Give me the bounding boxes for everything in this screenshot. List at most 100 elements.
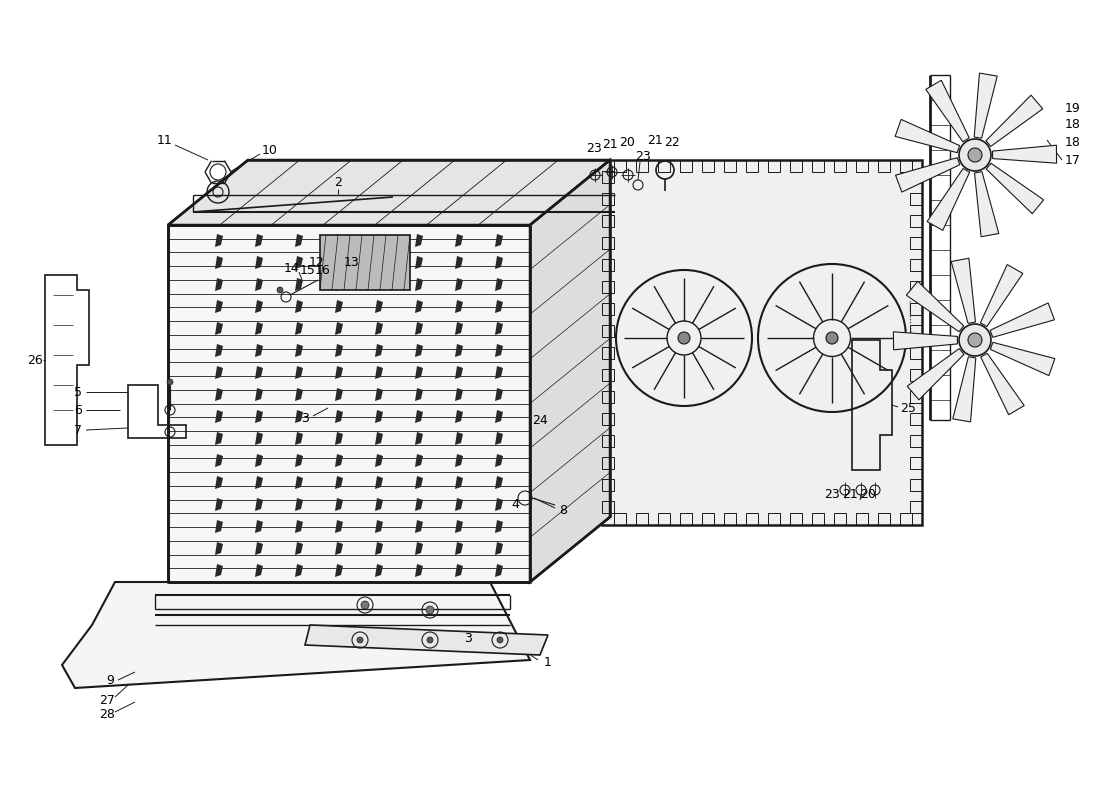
Text: 27: 27	[99, 694, 114, 706]
Polygon shape	[986, 95, 1043, 146]
Circle shape	[497, 637, 503, 643]
Polygon shape	[455, 278, 463, 291]
Polygon shape	[375, 344, 383, 357]
Bar	[602, 479, 614, 491]
Text: 6: 6	[74, 403, 81, 417]
Polygon shape	[214, 300, 223, 313]
Polygon shape	[415, 476, 424, 489]
Polygon shape	[375, 498, 383, 511]
Polygon shape	[415, 520, 424, 533]
Polygon shape	[214, 366, 223, 379]
Polygon shape	[455, 542, 463, 555]
Polygon shape	[415, 344, 424, 357]
Polygon shape	[981, 354, 1024, 414]
Bar	[910, 369, 922, 381]
Polygon shape	[495, 476, 503, 489]
Bar	[910, 215, 922, 227]
Polygon shape	[255, 542, 263, 555]
Polygon shape	[255, 520, 263, 533]
Polygon shape	[255, 300, 263, 313]
Polygon shape	[495, 454, 503, 467]
Text: 4: 4	[512, 498, 519, 511]
Polygon shape	[908, 349, 964, 400]
Polygon shape	[530, 160, 610, 582]
Bar	[658, 513, 670, 525]
Bar	[768, 513, 780, 525]
Bar	[910, 501, 922, 513]
Polygon shape	[295, 344, 302, 357]
Bar	[636, 513, 648, 525]
Polygon shape	[455, 498, 463, 511]
Bar	[702, 513, 714, 525]
Polygon shape	[375, 300, 383, 313]
Bar	[602, 171, 614, 183]
Polygon shape	[415, 388, 424, 401]
Bar	[878, 513, 890, 525]
Polygon shape	[375, 520, 383, 533]
Polygon shape	[415, 454, 424, 467]
Polygon shape	[255, 454, 263, 467]
Polygon shape	[375, 278, 383, 291]
Circle shape	[277, 287, 283, 293]
Polygon shape	[990, 303, 1055, 338]
Text: 13: 13	[344, 257, 360, 270]
Polygon shape	[214, 476, 223, 489]
Polygon shape	[495, 322, 503, 335]
Circle shape	[678, 332, 690, 344]
Bar	[602, 193, 614, 205]
Text: 20: 20	[860, 489, 876, 502]
Bar	[602, 215, 614, 227]
Polygon shape	[62, 582, 530, 688]
Polygon shape	[295, 432, 302, 445]
Polygon shape	[336, 454, 343, 467]
Bar	[724, 513, 736, 525]
Circle shape	[959, 324, 991, 356]
Polygon shape	[336, 344, 343, 357]
Polygon shape	[214, 542, 223, 555]
Polygon shape	[295, 498, 302, 511]
Bar	[746, 513, 758, 525]
Bar	[910, 325, 922, 337]
Polygon shape	[415, 322, 424, 335]
Polygon shape	[495, 520, 503, 533]
Polygon shape	[990, 342, 1055, 375]
Polygon shape	[495, 300, 503, 313]
Bar	[910, 303, 922, 315]
Bar	[602, 413, 614, 425]
Polygon shape	[336, 388, 343, 401]
Bar	[602, 347, 614, 359]
Polygon shape	[295, 476, 302, 489]
Text: 19: 19	[1065, 102, 1080, 114]
Text: 3: 3	[301, 411, 309, 425]
Polygon shape	[455, 322, 463, 335]
Polygon shape	[336, 322, 343, 335]
Bar	[910, 193, 922, 205]
Polygon shape	[255, 432, 263, 445]
Polygon shape	[336, 542, 343, 555]
Bar	[910, 347, 922, 359]
Polygon shape	[214, 410, 223, 423]
Bar	[812, 160, 824, 172]
Polygon shape	[415, 564, 424, 577]
Polygon shape	[214, 498, 223, 511]
Text: 23: 23	[824, 489, 840, 502]
Polygon shape	[255, 278, 263, 291]
Bar	[602, 435, 614, 447]
Polygon shape	[336, 278, 343, 291]
Bar	[602, 259, 614, 271]
Polygon shape	[214, 234, 223, 247]
Bar	[602, 501, 614, 513]
Polygon shape	[168, 160, 610, 225]
Polygon shape	[980, 265, 1023, 326]
Polygon shape	[295, 234, 302, 247]
Polygon shape	[336, 256, 343, 269]
Circle shape	[167, 379, 173, 385]
Bar	[812, 513, 824, 525]
Bar	[856, 513, 868, 525]
Polygon shape	[975, 73, 998, 138]
Polygon shape	[495, 410, 503, 423]
Polygon shape	[255, 388, 263, 401]
Bar	[602, 369, 614, 381]
Bar	[856, 160, 868, 172]
Bar	[680, 160, 692, 172]
